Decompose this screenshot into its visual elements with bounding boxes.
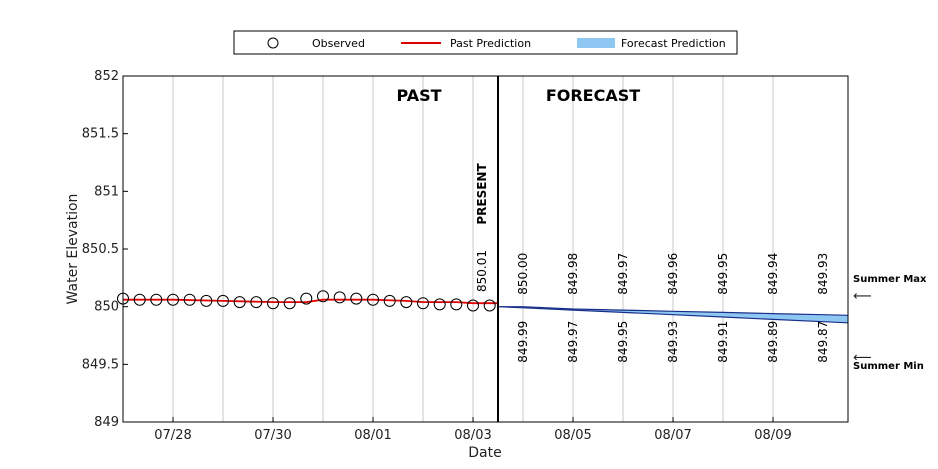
- observed-points: [117, 290, 496, 312]
- present-label: PRESENT: [475, 163, 489, 225]
- legend-observed-marker: [267, 37, 279, 49]
- observed-point: [350, 292, 363, 305]
- y-tick-label: 850.5: [82, 242, 119, 257]
- legend-box: [233, 30, 738, 55]
- observed-point: [133, 293, 146, 306]
- observed-point: [450, 298, 463, 311]
- observed-point: [283, 297, 296, 310]
- observed-point: [183, 293, 196, 306]
- summer-min-label: Summer Min: [853, 361, 924, 372]
- observed-point: [217, 294, 229, 307]
- observed-point: [333, 291, 346, 304]
- y-axis-ticks: 849 849.5 850 850.5 851 851.5 852: [82, 69, 128, 430]
- observed-point: [200, 294, 213, 307]
- forecast-lower-value: 849.89: [766, 321, 780, 363]
- forecast-lower-value: 849.95: [616, 321, 630, 363]
- present-value-label: 850.01: [475, 250, 489, 292]
- past-prediction-line: [123, 298, 498, 305]
- y-tick-label: 849.5: [82, 357, 119, 372]
- y-tick-label: 849: [94, 415, 119, 430]
- legend-observed-label: Observed: [312, 37, 365, 50]
- observed-point: [167, 293, 179, 306]
- observed-point: [400, 296, 413, 309]
- forecast-upper-value: 849.95: [716, 253, 730, 295]
- observed-point: [467, 299, 479, 312]
- x-tick-label: 07/30: [254, 428, 291, 443]
- x-tick-label: 08/07: [654, 428, 691, 443]
- legend-forecast-label: Forecast Prediction: [621, 37, 726, 50]
- plot-frame: [122, 75, 849, 423]
- x-tick-label: 07/28: [154, 428, 191, 443]
- y-tick-label: 851: [94, 184, 119, 199]
- observed-point: [383, 294, 396, 307]
- observed-point: [250, 296, 263, 309]
- forecast-lower-value: 849.87: [816, 321, 830, 363]
- forecast-upper-value: 849.93: [816, 253, 830, 295]
- observed-point: [233, 296, 246, 309]
- y-tick-label: 852: [94, 69, 119, 84]
- summer-max-label: Summer Max: [853, 274, 927, 285]
- forecast-upper-line: [498, 306, 849, 316]
- forecast-lower-line: [497, 306, 849, 324]
- forecast-lower-value: 849.99: [516, 321, 530, 363]
- observed-point: [367, 293, 379, 306]
- observed-point: [317, 290, 329, 303]
- forecast-lower-value: 849.91: [716, 321, 730, 363]
- forecast-upper-value: 849.94: [766, 253, 780, 295]
- summer-max-arrow-icon: ⟵: [853, 289, 872, 304]
- legend-forecast-swatch: [577, 38, 615, 48]
- x-axis-label: Date: [468, 445, 501, 461]
- x-tick-label: 08/03: [454, 428, 491, 443]
- forecast-upper-value: 849.98: [566, 253, 580, 295]
- y-tick-label: 851.5: [82, 127, 119, 142]
- y-axis-label: Water Elevation: [65, 194, 81, 305]
- observed-point: [483, 299, 496, 312]
- observed-point: [300, 292, 313, 305]
- observed-point: [150, 293, 163, 306]
- legend-past-prediction-label: Past Prediction: [450, 37, 531, 50]
- forecast-lower-value: 849.97: [566, 321, 580, 363]
- x-tick-label: 08/01: [354, 428, 391, 443]
- past-label: PAST: [396, 86, 441, 105]
- forecast-value-labels: 850.00 849.99 849.98 849.97 849.97 849.95 849.…: [516, 253, 830, 363]
- x-tick-label: 08/09: [754, 428, 791, 443]
- summer-min-arrow-icon: ⟵: [853, 350, 872, 365]
- x-axis-ticks: 07/28 07/30 08/01 08/03 08/05 08/07 08/09: [154, 417, 792, 443]
- forecast-upper-value: 849.96: [666, 253, 680, 295]
- forecast-lower-value: 849.93: [666, 321, 680, 363]
- y-tick-label: 850: [94, 300, 119, 315]
- observed-point: [417, 297, 429, 310]
- legend: Observed Past Prediction Forecast Predic…: [233, 30, 738, 55]
- observed-point: [433, 298, 446, 311]
- forecast-upper-value: 849.97: [616, 253, 630, 295]
- observed-point: [267, 297, 279, 310]
- x-tick-label: 08/05: [554, 428, 591, 443]
- gridlines: [172, 76, 774, 422]
- forecast-upper-value: 850.00: [516, 253, 530, 295]
- forecast-label: FORECAST: [546, 86, 640, 105]
